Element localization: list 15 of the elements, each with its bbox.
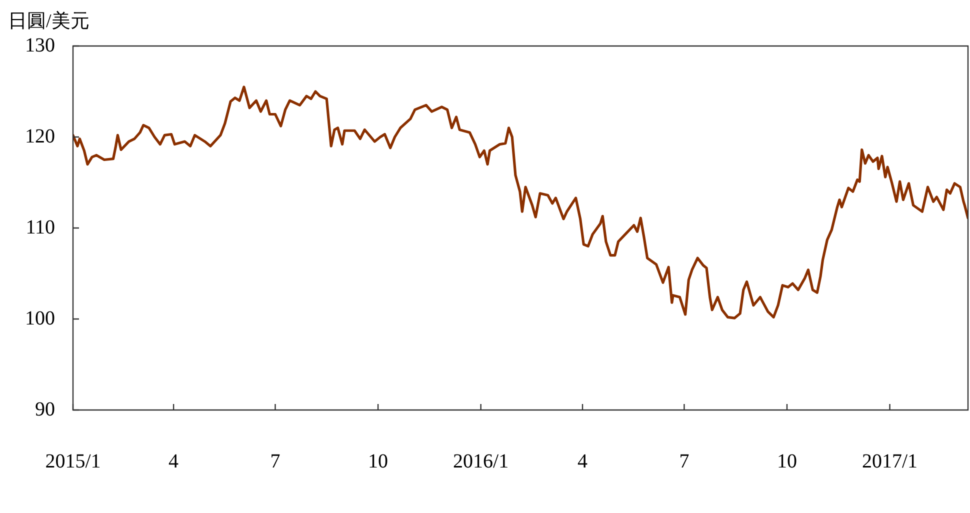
y-axis-title: 日圓/美元	[8, 10, 90, 34]
x-tick-label: 7	[679, 450, 690, 472]
y-tick-label: 110	[26, 216, 55, 238]
x-tick-label: 4	[578, 450, 588, 472]
x-tick-label: 10	[368, 450, 388, 472]
x-tick-label: 7	[270, 450, 280, 472]
x-tick-label: 2015/1	[45, 450, 101, 472]
y-tick-label: 130	[25, 34, 55, 56]
x-tick-label: 10	[776, 450, 797, 472]
x-tick-label: 4	[168, 450, 179, 472]
y-tick-label: 90	[35, 398, 55, 420]
y-tick-label: 120	[25, 125, 55, 148]
x-tick-label: 2017/1	[862, 450, 918, 472]
y-tick-label: 100	[25, 307, 55, 330]
x-tick-label: 2016/1	[453, 450, 509, 472]
